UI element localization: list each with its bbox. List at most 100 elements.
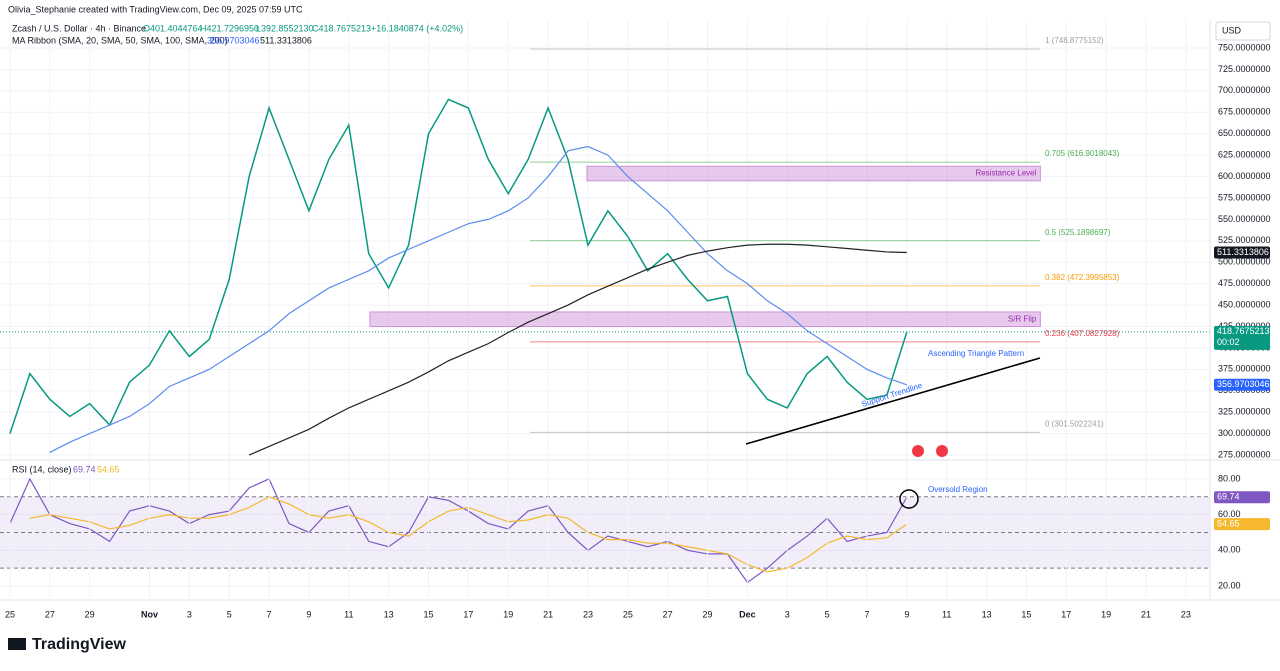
y-tick-label: 80.00 (1218, 473, 1241, 483)
price-badge (1214, 518, 1270, 531)
y-tick-label: 575.0000000 (1218, 192, 1271, 202)
x-tick-label: 15 (1021, 609, 1031, 619)
x-tick-label: 29 (85, 609, 95, 619)
y-tick-label: 650.0000000 (1218, 128, 1271, 138)
ohlc-low: L392.8552130 (256, 23, 314, 33)
y-tick-label: 275.0000000 (1218, 449, 1271, 459)
highlight-circle (899, 489, 919, 509)
trendline (745, 357, 1041, 445)
x-tick-label: 9 (306, 609, 311, 619)
price-badge (1214, 325, 1270, 350)
fib-label: 1 (748.8775152) (1045, 36, 1104, 45)
x-tick-label: 7 (267, 609, 272, 619)
x-tick-label: 27 (45, 609, 55, 619)
brand-logo (8, 638, 26, 650)
y-tick-label: 625.0000000 (1218, 150, 1271, 160)
x-tick-label: 11 (942, 609, 951, 619)
pane: 20.00 40.00 60.00 80.00 69.74 54.65 (0, 473, 1270, 590)
currency-box[interactable] (1215, 21, 1271, 41)
price-badge-label: 69.74 (1217, 492, 1240, 502)
y-tick-label: 300.0000000 (1218, 428, 1271, 438)
rsi-value: 69.74 (73, 464, 96, 474)
rsi-value: 54.65 (97, 464, 120, 474)
credit: Olivia_Stephanie created with TradingVie… (8, 4, 303, 14)
x-tick-label: 29 (703, 609, 713, 619)
zone (369, 311, 1041, 328)
zone-label: S/R Flip (1008, 314, 1037, 323)
fib-label: 0.705 (616.9018043) (1045, 149, 1120, 158)
x-tick-label: 13 (982, 609, 992, 619)
rsi-legend: RSI (14, close) (12, 464, 72, 474)
fib-label: 0.382 (472.3995853) (1045, 273, 1120, 282)
y-tick-label: 475.0000000 (1218, 278, 1271, 288)
series-line (9, 477, 908, 584)
ma-legend: MA Ribbon (SMA, 20, SMA, 50, SMA, 100, S… (12, 35, 228, 45)
series-line (248, 243, 907, 456)
y-tick-label: 325.0000000 (1218, 407, 1271, 417)
ma-value: 511.3313806 (260, 35, 312, 45)
x-tick-label: 17 (463, 609, 473, 619)
x-tick-label: 3 (187, 609, 192, 619)
x-tick-label: 13 (384, 609, 394, 619)
x-tick-label: 23 (1181, 609, 1191, 619)
annotation: Ascending Triangle Pattern (928, 349, 1024, 358)
x-tick-label: 11 (344, 609, 353, 619)
event-icon[interactable] (912, 445, 924, 457)
brand: TradingView (32, 636, 127, 653)
zone-label: Resistance Level (975, 169, 1036, 178)
price-badge (1214, 491, 1270, 504)
x-tick-label: 23 (583, 609, 593, 619)
y-tick-label: 750.0000000 (1218, 42, 1271, 52)
y-tick-label: 700.0000000 (1218, 85, 1271, 95)
price-badge-label: 511.3313806 (1217, 247, 1269, 257)
x-tick-label: 25 (623, 609, 633, 619)
x-tick-label: 5 (825, 609, 830, 619)
x-tick-label: 17 (1061, 609, 1071, 619)
x-tick-label: 21 (1141, 609, 1151, 619)
price-badge-label: 356.9703046 (1217, 379, 1270, 389)
price-badge (1214, 246, 1270, 259)
price-badge-label: 418.7675213 (1217, 326, 1270, 336)
ohlc-change: +16.1840874 (+4.02%) (371, 23, 463, 33)
y-tick-label: 40.00 (1218, 545, 1241, 555)
y-tick-label: 525.0000000 (1218, 235, 1271, 245)
y-tick-label: 550.0000000 (1218, 214, 1271, 224)
currency: USD (1222, 25, 1242, 35)
event-icon[interactable] (936, 445, 948, 457)
x-tick-label: 19 (503, 609, 513, 619)
ohlc-open: O401.4044764 (143, 23, 203, 33)
x-tick-label: 19 (1101, 609, 1111, 619)
zone (586, 165, 1041, 182)
y-tick-label: 675.0000000 (1218, 107, 1271, 117)
x-tick-label: 7 (864, 609, 869, 619)
ma-value: 356.9703046 (207, 35, 260, 45)
x-tick-label: Nov (141, 609, 158, 619)
y-tick-label: 375.0000000 (1218, 364, 1271, 374)
fib-label: 0.5 (525.1898697) (1045, 228, 1111, 237)
x-tick-label: 3 (785, 609, 790, 619)
y-tick-label: 450.0000000 (1218, 299, 1271, 309)
symbol: Zcash / U.S. Dollar · 4h · Binance (12, 23, 146, 33)
price-badge-label: 54.65 (1217, 519, 1240, 529)
price-badge (1214, 378, 1270, 391)
y-tick-label: 725.0000000 (1218, 64, 1271, 74)
pane: 275.0000000300.0000000325.0000000350.000… (0, 20, 1271, 619)
y-tick-label: 20.00 (1218, 580, 1241, 590)
x-tick-label: 25 (5, 609, 15, 619)
x-tick-label: Dec (739, 609, 756, 619)
series-line (9, 98, 908, 434)
y-tick-label: 60.00 (1218, 509, 1241, 519)
ohlc-high: H421.7296950 (200, 23, 259, 33)
ohlc-close: C418.7675213 (312, 23, 371, 33)
x-tick-label: 27 (663, 609, 673, 619)
y-tick-label: 500.0000000 (1218, 257, 1271, 267)
fib-label: 0.236 (407.0827928) (1045, 329, 1120, 338)
countdown: 00:02 (1217, 337, 1240, 347)
x-tick-label: 5 (227, 609, 232, 619)
x-tick-label: 9 (904, 609, 909, 619)
annotation: Oversold Region (928, 485, 988, 494)
x-tick-label: 21 (543, 609, 553, 619)
y-tick-label: 600.0000000 (1218, 171, 1271, 181)
series-line (49, 145, 908, 453)
